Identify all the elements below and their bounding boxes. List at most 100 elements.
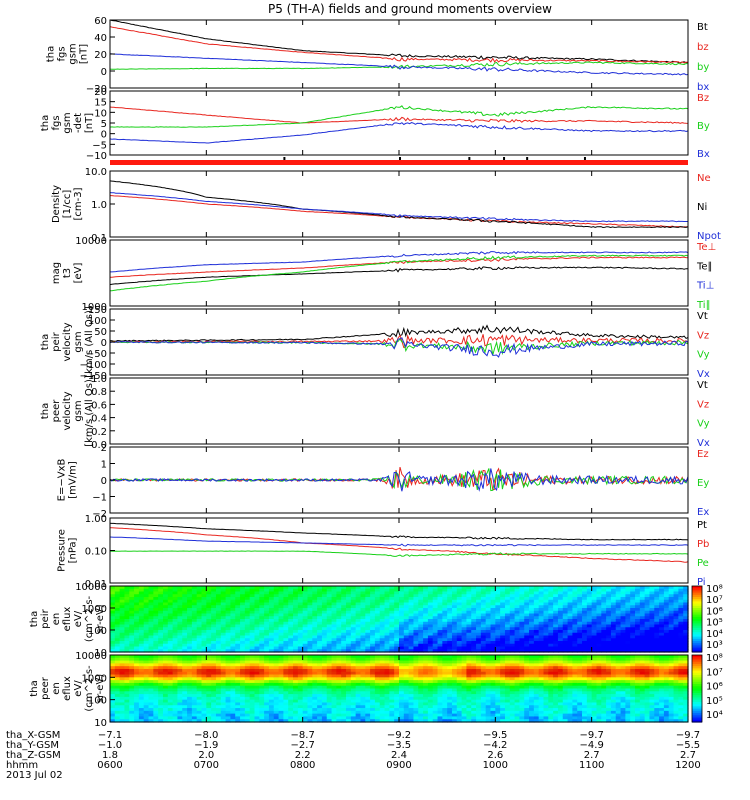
heatmap-cell [456, 649, 463, 653]
heatmap-cell [172, 708, 179, 712]
heatmap-cell [673, 638, 679, 642]
heatmap-cell [167, 694, 174, 698]
heatmap-cell [321, 630, 328, 634]
heatmap-cell [331, 605, 337, 609]
heatmap-cell [557, 619, 564, 623]
heatmap-cell [341, 646, 347, 650]
heatmap-cell [427, 655, 434, 659]
heatmap-cell [321, 674, 328, 678]
heatmap-cell [610, 616, 617, 620]
heatmap-cell [317, 610, 323, 615]
heatmap-cell [331, 677, 337, 681]
heatmap-cell [307, 605, 313, 609]
heatmap-cell [538, 630, 545, 634]
heatmap-cell [196, 632, 203, 637]
heatmap-cell [649, 621, 655, 626]
heatmap-cell [384, 694, 390, 698]
heatmap-cell [384, 663, 390, 667]
heatmap-cell [635, 632, 641, 637]
heatmap-cell [336, 610, 342, 615]
heatmap-cell [399, 699, 405, 704]
heatmap-cell [293, 719, 299, 723]
heatmap-cell [110, 691, 116, 695]
colorbar-step [692, 625, 702, 629]
heatmap-cell [355, 624, 362, 628]
heatmap-cell [259, 666, 265, 670]
heatmap-cell [582, 588, 588, 593]
heatmap-cell [331, 663, 337, 667]
heatmap-cell [572, 613, 578, 617]
heatmap-cell [312, 641, 318, 645]
heatmap-cell [418, 621, 424, 626]
heatmap-cell [355, 635, 362, 639]
heatmap-cell [283, 602, 289, 606]
heatmap-cell [451, 624, 458, 628]
heatmap-cell [423, 666, 429, 670]
heatmap-cell [350, 671, 357, 676]
heatmap-cell [235, 597, 241, 601]
heatmap-cell [442, 663, 448, 667]
heatmap-cell [119, 694, 126, 698]
heatmap-cell [201, 657, 207, 662]
colorbar-step [692, 634, 702, 638]
heatmap-cell [336, 621, 342, 626]
heatmap-cell [206, 602, 212, 606]
heatmap-cell [577, 588, 583, 593]
heatmap-cell [567, 627, 573, 631]
heatmap-cell [384, 635, 390, 639]
heatmap-cell [148, 643, 154, 648]
heatmap-cell [331, 638, 337, 642]
heatmap-cell [399, 663, 405, 667]
heatmap-cell [215, 616, 222, 620]
heatmap-cell [562, 643, 569, 648]
heatmap-cell [187, 649, 193, 653]
heatmap-cell [384, 610, 390, 615]
heatmap-cell [288, 666, 294, 670]
plot-title: P5 (TH-A) fields and ground moments over… [268, 2, 552, 16]
heatmap-cell [379, 594, 386, 598]
heatmap-cell [437, 716, 443, 720]
heatmap-cell [408, 641, 415, 645]
heatmap-cell [177, 635, 183, 639]
heatmap-cell [196, 671, 203, 676]
heatmap-cell [336, 657, 342, 662]
heatmap-cell [365, 632, 371, 637]
heatmap-cell [138, 708, 145, 712]
heatmap-cell [350, 685, 357, 690]
heatmap-cell [355, 713, 362, 718]
heatmap-cell [480, 641, 487, 645]
heatmap-cell [307, 594, 313, 598]
heatmap-cell [297, 699, 304, 704]
heatmap-cell [635, 619, 641, 623]
heatmap-cell [158, 630, 164, 634]
heatmap-cell [543, 638, 549, 642]
ylabel-line: [km/s (All Qs)] [84, 306, 95, 378]
heatmap-cell [201, 624, 207, 628]
heatmap-cell [341, 691, 347, 695]
heatmap-cell [283, 643, 289, 648]
heatmap-cell [191, 682, 198, 687]
heatmap-cell [504, 638, 511, 642]
heatmap-cell [153, 660, 159, 664]
heatmap-cell [182, 632, 188, 637]
heatmap-cell [312, 608, 318, 612]
heatmap-cell [244, 685, 251, 690]
heatmap-cell [394, 657, 400, 662]
heatmap-cell [413, 680, 419, 684]
heatmap-cell [673, 630, 679, 634]
heatmap-cell [124, 602, 130, 606]
heatmap-cell [138, 630, 145, 634]
heatmap-cell [283, 668, 289, 673]
heatmap-cell [582, 586, 588, 590]
heatmap-cell [456, 627, 463, 631]
heatmap-cell [601, 602, 607, 606]
heatmap-cell [663, 586, 670, 590]
heatmap-cell [326, 643, 333, 648]
heatmap-cell [442, 680, 448, 684]
heatmap-cell [336, 666, 342, 670]
heatmap-cell [206, 610, 212, 615]
heatmap-cell [138, 638, 145, 642]
heatmap-cell [268, 588, 275, 593]
heatmap-cell [495, 630, 501, 634]
